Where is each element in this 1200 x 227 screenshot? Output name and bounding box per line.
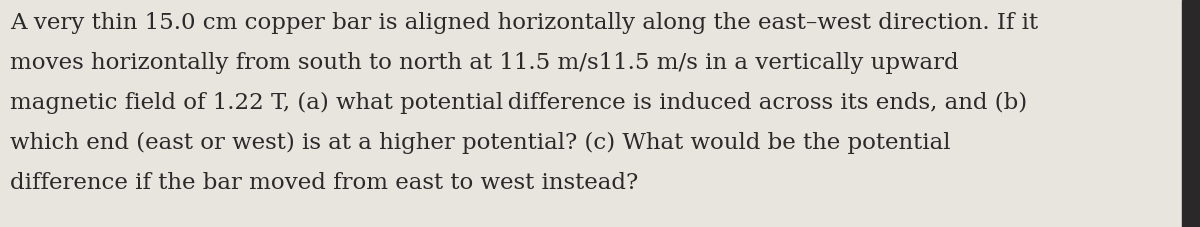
Text: difference if the bar moved from east to west instead?: difference if the bar moved from east to… xyxy=(10,172,638,194)
Bar xyxy=(1182,0,1200,227)
Text: moves horizontally from south to north at 11.5 m/s11.5 m/s in a vertically upwar: moves horizontally from south to north a… xyxy=(10,52,959,74)
Text: which end (east or west) is at a higher potential? (c) What would be the potenti: which end (east or west) is at a higher … xyxy=(10,132,950,154)
Text: magnetic field of 1.22 T, (a) what potential difference is induced across its en: magnetic field of 1.22 T, (a) what poten… xyxy=(10,92,1027,114)
Text: A very thin 15.0 cm copper bar is aligned horizontally along the east–west direc: A very thin 15.0 cm copper bar is aligne… xyxy=(10,12,1038,34)
